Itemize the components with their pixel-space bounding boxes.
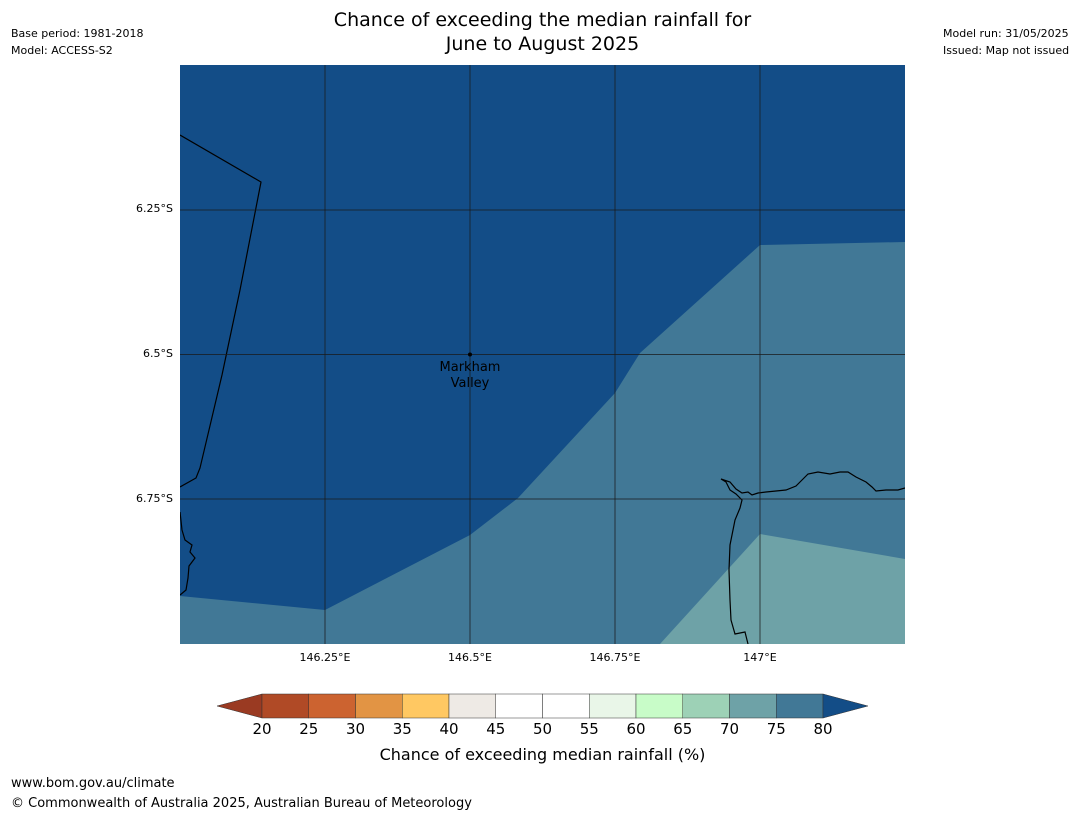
footer: www.bom.gov.au/climate © Commonwealth of…	[11, 774, 472, 814]
footer-url[interactable]: www.bom.gov.au/climate	[11, 776, 175, 791]
colorbar-segment-20-25	[261, 693, 309, 719]
colorbar-segment-25-30	[308, 693, 356, 719]
colorbar-tick-45: 45	[486, 720, 506, 738]
lon-tick-146.75: 146.75°E	[589, 651, 641, 664]
colorbar-tick-70: 70	[719, 720, 740, 738]
map-title-line2: June to August 2025	[445, 33, 640, 55]
colorbar-tick-60: 60	[626, 720, 646, 738]
colorbar-title: Chance of exceeding median rainfall (%)	[379, 745, 706, 764]
rainfall-band-70-75	[660, 534, 905, 644]
coastline-west	[180, 511, 196, 596]
place-marker	[468, 352, 472, 357]
colorbar-segment-55-60	[589, 693, 637, 719]
colorbar-segment-70-75	[729, 693, 777, 719]
place-name-line1: Markham	[439, 360, 501, 375]
base-period-text: Base period: 1981-2018	[11, 27, 144, 40]
place-label: Markham Valley	[420, 360, 520, 392]
colorbar-segment-60-65	[635, 693, 683, 719]
colorbar-tick-65: 65	[673, 720, 693, 738]
border-line	[180, 134, 262, 488]
colorbar-segment-75-80	[776, 693, 824, 719]
lon-tick-147: 147°E	[743, 651, 777, 664]
colorbar-tick-75: 75	[766, 720, 786, 738]
map-title: Chance of exceeding the median rainfall …	[0, 8, 1085, 56]
coastline-east	[720, 471, 905, 644]
issued-text: Issued: Map not issued	[943, 44, 1070, 57]
footer-copyright: © Commonwealth of Australia 2025, Austra…	[11, 796, 472, 811]
colorbar-tick-55: 55	[579, 720, 599, 738]
colorbar-segment-45-50	[495, 693, 543, 719]
rainfall-band-75-80	[180, 242, 905, 644]
model-text: Model: ACCESS-S2	[11, 44, 113, 57]
colorbar	[216, 693, 869, 719]
colorbar-segment-35-40	[402, 693, 450, 719]
lon-tick-146.5: 146.5°E	[448, 651, 492, 664]
colorbar-over-arrow	[822, 693, 869, 719]
model-run-text: Model run: 31/05/2025	[943, 27, 1069, 40]
colorbar-segment-40-45	[448, 693, 496, 719]
colorbar-tick-20: 20	[252, 720, 272, 738]
colorbar-segment-50-55	[542, 693, 590, 719]
place-name-line2: Valley	[450, 376, 490, 391]
colorbar-tick-35: 35	[392, 720, 412, 738]
colorbar-segment-65-70	[682, 693, 730, 719]
lat-tick-6.25: 6.25°S	[136, 202, 173, 215]
gridlines	[180, 65, 905, 644]
colorbar-tick-30: 30	[345, 720, 366, 738]
meta-right: Model run: 31/05/2025 Issued: Map not is…	[943, 25, 1069, 59]
meta-left: Base period: 1981-2018 Model: ACCESS-S2	[11, 25, 143, 59]
colorbar-tick-80: 80	[813, 720, 833, 738]
map-title-line1: Chance of exceeding the median rainfall …	[333, 9, 752, 31]
colorbar-segment-30-35	[355, 693, 403, 719]
lat-tick-6.5: 6.5°S	[143, 347, 173, 360]
colorbar-under-arrow	[216, 693, 263, 719]
colorbar-tick-50: 50	[532, 720, 553, 738]
lat-tick-6.75: 6.75°S	[136, 492, 173, 505]
lon-tick-146.25: 146.25°E	[299, 651, 351, 664]
colorbar-tick-25: 25	[299, 720, 319, 738]
colorbar-tick-40: 40	[439, 720, 459, 738]
